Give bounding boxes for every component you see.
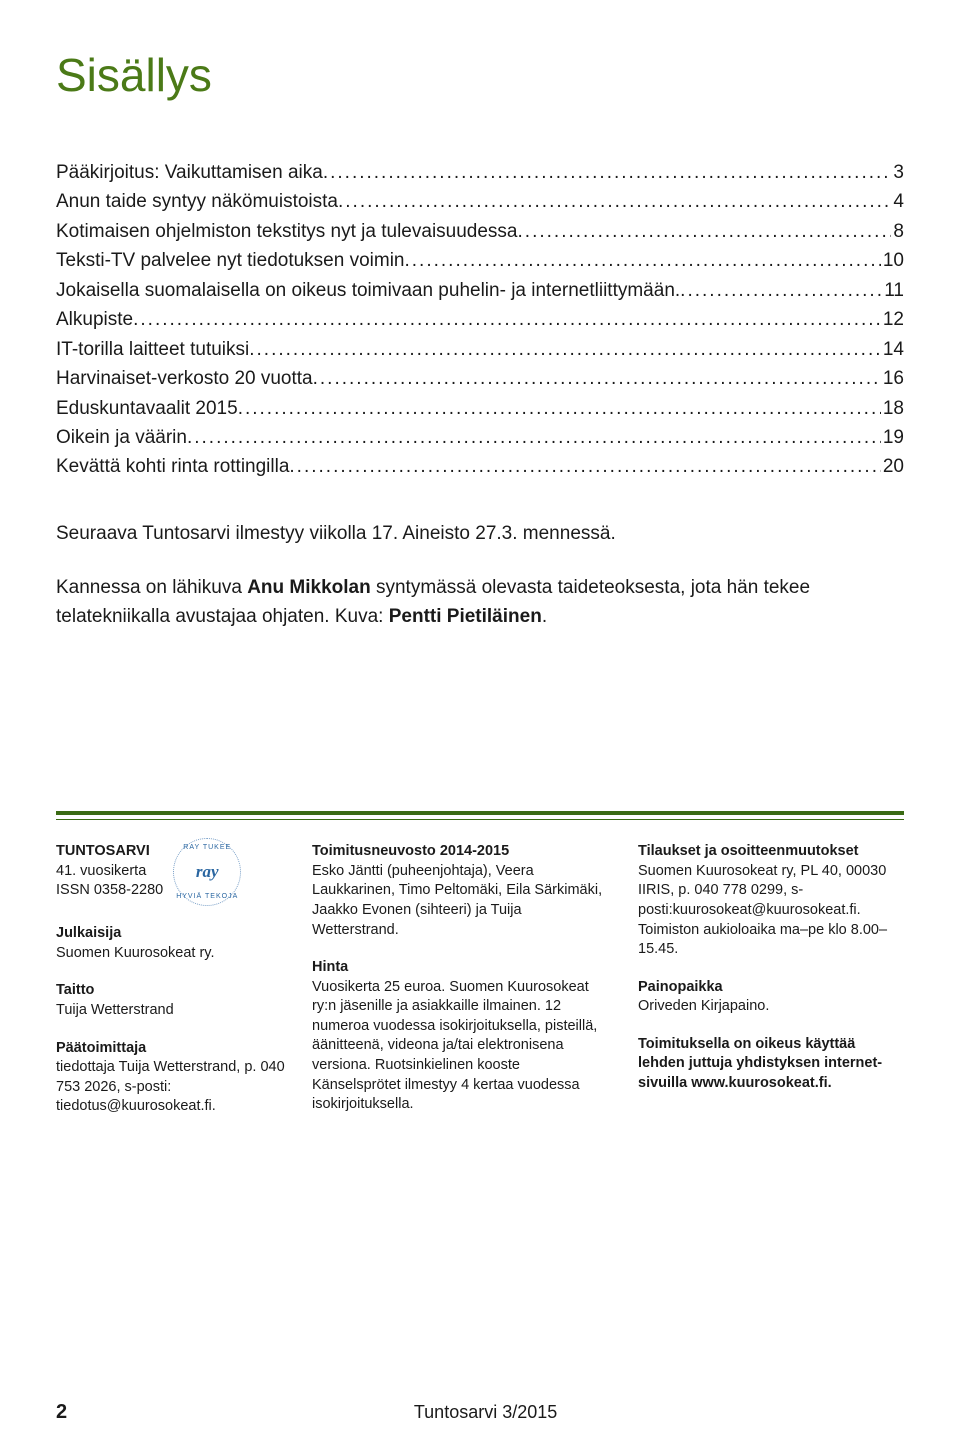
toc-page: 11	[882, 276, 904, 305]
publisher-value: Suomen Kuurosokeat ry.	[56, 944, 286, 964]
toc-label: Kotimaisen ohjelmiston tekstitys nyt ja …	[56, 217, 518, 246]
toc-row: Harvinaiset-verkosto 20 vuotta 16	[56, 364, 904, 393]
toc-leader-dots	[187, 423, 881, 452]
colophon: TUNTOSARVI 41. vuosikerta ISSN 0358-2280…	[56, 842, 904, 1135]
print-heading: Painopaikka	[638, 978, 904, 998]
page-title: Sisällys	[56, 48, 904, 102]
rights-note: Toimituksella on oikeus käyttää lehden j…	[638, 1035, 904, 1094]
toc-row: IT-torilla laitteet tutuiksi 14	[56, 335, 904, 364]
toc-label: Kevättä kohti rinta rottingilla	[56, 452, 289, 481]
toc-row: Oikein ja väärin 19	[56, 423, 904, 452]
toc-row: Pääkirjoitus: Vaikuttamisen aika 3	[56, 158, 904, 187]
toc-leader-dots	[313, 364, 881, 393]
toc-page: 18	[881, 394, 904, 423]
orders-value: Suomen Kuurosokeat ry, PL 40, 00030 IIRI…	[638, 862, 904, 960]
toc-row: Teksti-TV palvelee nyt tiedotuksen voimi…	[56, 246, 904, 275]
toc-label: Teksti-TV palvelee nyt tiedotuksen voimi…	[56, 246, 405, 275]
cover-description: Kannessa on lähikuva Anu Mikkolan syntym…	[56, 574, 904, 631]
toc-leader-dots	[289, 452, 880, 481]
board-heading: Toimitusneuvosto 2014-2015	[312, 842, 612, 862]
toc-label: Eduskuntavaalit 2015	[56, 394, 238, 423]
toc-leader-dots	[238, 394, 881, 423]
toc-label: Oikein ja väärin	[56, 423, 187, 452]
ray-badge-icon: RAY TUKEE ray HYVIÄ TEKOJA	[173, 838, 241, 906]
board-value: Esko Jäntti (puheenjohtaja), Veera Laukk…	[312, 862, 612, 940]
print-value: Oriveden Kirjapaino.	[638, 997, 904, 1017]
toc-page: 12	[881, 305, 904, 334]
toc-row: Jokaisella suomalaisella on oikeus toimi…	[56, 276, 904, 305]
publisher-heading: Julkaisija	[56, 924, 286, 944]
toc-label: Harvinaiset-verkosto 20 vuotta	[56, 364, 313, 393]
toc-label: Jokaisella suomalaisella on oikeus toimi…	[56, 276, 680, 305]
toc-leader-dots	[133, 305, 881, 334]
divider-thin	[56, 819, 904, 820]
price-heading: Hinta	[312, 958, 612, 978]
layout-value: Tuija Wetterstrand	[56, 1001, 286, 1021]
toc-leader-dots	[518, 217, 892, 246]
toc-leader-dots	[249, 335, 881, 364]
editor-value: tiedottaja Tuija Wetterstrand, p. 040 75…	[56, 1058, 286, 1117]
price-value: Vuosikerta 25 euroa. Suomen Kuurosokeat …	[312, 978, 612, 1115]
table-of-contents: Pääkirjoitus: Vaikuttamisen aika3Anun ta…	[56, 158, 904, 482]
toc-page: 10	[881, 246, 904, 275]
toc-page: 4	[891, 187, 904, 216]
page-footer-bar: 2 Tuntosarvi 3/2015	[56, 1401, 904, 1424]
issn-line: ISSN 0358-2280	[56, 881, 163, 901]
toc-page: 19	[881, 423, 904, 452]
toc-row: Alkupiste 12	[56, 305, 904, 334]
toc-row: Kotimaisen ohjelmiston tekstitys nyt ja …	[56, 217, 904, 246]
intro-text: Seuraava Tuntosarvi ilmestyy viikolla 17…	[56, 520, 904, 632]
toc-page: 3	[891, 158, 904, 187]
toc-page: 14	[881, 335, 904, 364]
toc-leader-dots	[323, 158, 892, 187]
next-issue-note: Seuraava Tuntosarvi ilmestyy viikolla 17…	[56, 520, 904, 549]
issue-label: Tuntosarvi 3/2015	[414, 1402, 557, 1423]
editor-heading: Päätoimittaja	[56, 1039, 286, 1059]
divider-thick	[56, 811, 904, 815]
toc-page: 16	[881, 364, 904, 393]
orders-heading: Tilaukset ja osoitteenmuutokset	[638, 842, 904, 862]
toc-label: IT-torilla laitteet tutuiksi	[56, 335, 249, 364]
toc-leader-dots	[680, 276, 882, 305]
toc-row: Eduskuntavaalit 2015 18	[56, 394, 904, 423]
page-number: 2	[56, 1401, 67, 1424]
toc-label: Pääkirjoitus: Vaikuttamisen aika	[56, 158, 323, 187]
toc-label: Alkupiste	[56, 305, 133, 334]
toc-row: Kevättä kohti rinta rottingilla 20	[56, 452, 904, 481]
toc-row: Anun taide syntyy näkömuistoista 4	[56, 187, 904, 216]
toc-page: 8	[891, 217, 904, 246]
magazine-name: TUNTOSARVI	[56, 842, 163, 862]
volume-line: 41. vuosikerta	[56, 862, 163, 882]
toc-leader-dots	[338, 187, 891, 216]
toc-page: 20	[881, 452, 904, 481]
toc-label: Anun taide syntyy näkömuistoista	[56, 187, 338, 216]
toc-leader-dots	[405, 246, 881, 275]
layout-heading: Taitto	[56, 981, 286, 1001]
